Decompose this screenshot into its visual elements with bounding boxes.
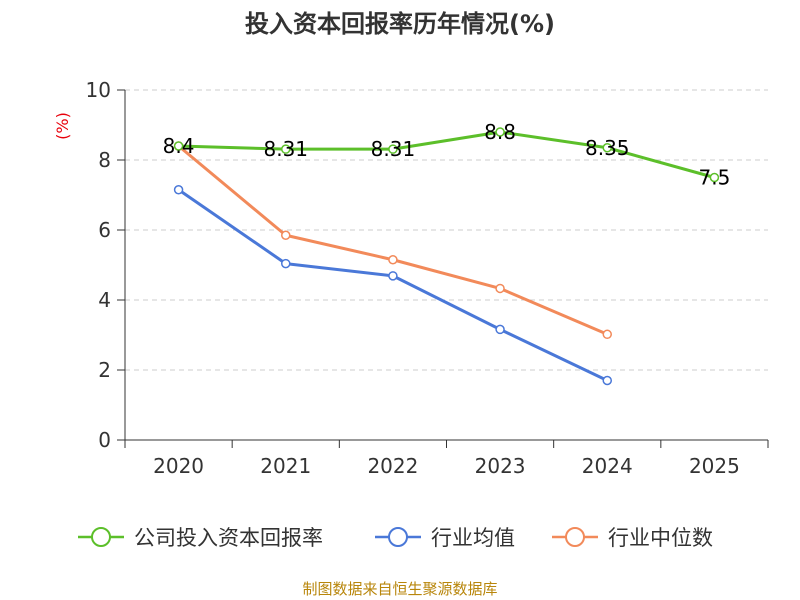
point-2-2022 xyxy=(388,255,398,265)
point-1-2020 xyxy=(173,185,184,195)
legend-item-1: 行业均值 xyxy=(375,526,515,550)
x-tick-label-2025: 2025 xyxy=(689,454,740,478)
x-tick-label-2021: 2021 xyxy=(260,454,311,478)
point-0-2024 xyxy=(602,143,612,153)
gridlines xyxy=(125,89,768,371)
point-0-2025 xyxy=(709,172,720,183)
series-line-1 xyxy=(177,188,608,382)
point-2-2023 xyxy=(495,283,505,294)
legend-label-2: 行业中位数 xyxy=(608,526,713,550)
legend-label-0: 公司投入资本回报率 xyxy=(134,526,323,550)
point-0-2021 xyxy=(281,144,291,154)
series-0 xyxy=(173,127,720,183)
point-0-2023 xyxy=(495,127,505,137)
source-note: 制图数据来自恒生聚源数据库 xyxy=(302,580,497,598)
point-1-2021 xyxy=(281,258,291,269)
point-2-2021 xyxy=(281,230,291,240)
data-label-2025: 7.5 xyxy=(699,166,731,190)
x-tick-label-2020: 2020 xyxy=(153,454,204,478)
y-tick-label-2: 2 xyxy=(98,358,111,382)
series-2 xyxy=(173,141,612,340)
legend-marker-2 xyxy=(565,527,585,547)
data-label-2022: 8.31 xyxy=(371,137,416,161)
y-tick-label-4: 4 xyxy=(98,288,111,312)
point-1-2024 xyxy=(602,375,612,386)
data-label-2020: 8.4 xyxy=(163,134,195,158)
point-0-2020 xyxy=(173,141,184,151)
x-tick-label-2022: 2022 xyxy=(367,454,418,478)
point-2-2024 xyxy=(602,329,612,340)
y-tick-label-0: 0 xyxy=(98,428,111,452)
data-label-2024: 8.35 xyxy=(585,136,630,160)
legend-item-0: 公司投入资本回报率 xyxy=(78,526,323,550)
point-1-2022 xyxy=(388,271,398,281)
series-lines xyxy=(173,127,720,386)
data-label-2023: 8.8 xyxy=(484,120,516,144)
y-axis-unit-label: (%) xyxy=(53,112,72,140)
x-tick-label-2023: 2023 xyxy=(475,454,526,478)
point-1-2023 xyxy=(495,324,505,335)
point-0-2022 xyxy=(388,144,398,154)
legend-label-1: 行业均值 xyxy=(431,526,515,550)
legend-marker-0 xyxy=(91,527,111,547)
chart-title: 投入资本回报率历年情况(%) xyxy=(245,10,555,38)
x-tick-label-2024: 2024 xyxy=(582,454,633,478)
legend: 公司投入资本回报率 行业均值 行业中位数 xyxy=(78,526,713,550)
y-tick-label-6: 6 xyxy=(98,218,111,242)
axes: 0 2 4 6 8 10 2020 2021 2022 2023 2024 2025 xyxy=(86,78,769,478)
data-labels: 8.4 8.31 8.31 8.8 8.35 7.5 xyxy=(163,120,731,190)
data-label-2021: 8.31 xyxy=(263,137,308,161)
series-line-2 xyxy=(177,144,608,336)
legend-item-2: 行业中位数 xyxy=(552,526,713,550)
y-tick-label-10: 10 xyxy=(86,78,111,102)
legend-marker-1 xyxy=(388,527,408,547)
y-tick-label-8: 8 xyxy=(98,148,111,172)
series-1 xyxy=(173,185,612,386)
series-line-0 xyxy=(178,130,715,179)
